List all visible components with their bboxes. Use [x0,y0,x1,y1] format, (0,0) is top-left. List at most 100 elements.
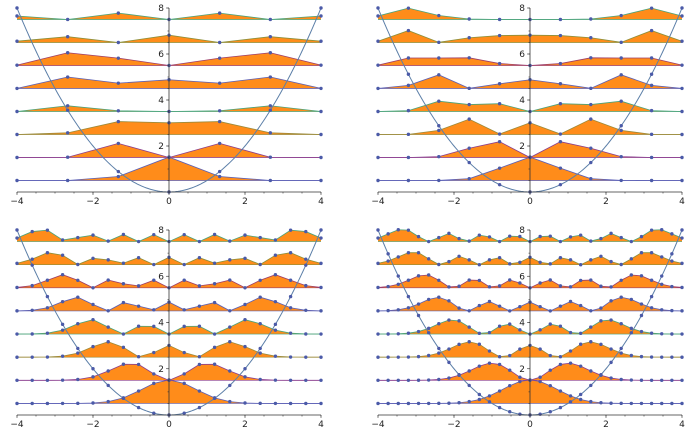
level-7-point [45,228,50,232]
level-3-point [319,109,323,114]
level-4-point [639,302,644,306]
level-7-point [437,13,441,18]
level-4-point [558,82,563,86]
level-5-point [497,284,502,288]
level-6-point [467,258,471,262]
level-2-point [508,353,512,358]
potential-point [319,228,323,232]
level-0-point [558,389,563,393]
level-5-point [467,278,471,282]
potential-point [437,346,441,351]
level-2-point [467,340,471,344]
y-tick-label: 4 [519,319,525,329]
level-3-point [457,319,461,323]
level-1-point [649,378,654,382]
level-2-point [319,132,323,137]
level-1-point [106,369,110,373]
level-2-point [212,345,217,350]
level-0-point [15,401,19,406]
level-6-point [228,258,232,262]
x-tick-label: 4 [318,197,324,207]
level-1-point [649,155,654,160]
level-3-point [508,322,512,326]
level-6-point [376,261,380,266]
level-7-point [660,228,664,232]
level-5-point [548,278,552,282]
level-1-point [406,378,411,382]
level-2-point [599,342,603,347]
level-3-point [273,328,278,332]
level-5-point [76,278,80,282]
level-2-point [629,353,634,358]
level-0-point [477,397,482,402]
level-7-point [599,236,603,241]
potential-point [599,373,603,377]
level-0-point [116,174,121,179]
potential-point [619,346,623,351]
level-2-point [497,355,502,359]
level-4-point [217,81,222,85]
level-6-point [116,40,121,45]
level-1-point [467,369,471,373]
potential-point [629,331,634,335]
level-3-point [548,322,552,326]
level-5-point [416,274,421,278]
level-4-point [406,83,411,88]
level-1-point [497,139,502,144]
level-2-point [136,355,141,359]
level-5-point [457,284,461,288]
potential-point [273,322,278,327]
level-0-point [467,399,471,404]
level-5-point [578,278,583,283]
level-6-point [268,34,273,39]
level-2-point [548,353,552,358]
level-6-point [15,39,19,43]
level-7-point [406,228,411,232]
level-1-point [319,378,323,383]
level-1-point [76,377,80,382]
potential-point [467,160,471,165]
level-4-point [487,299,492,304]
potential-point [680,228,684,232]
level-1-point [558,362,563,367]
level-4-point [45,306,50,310]
level-2-point [217,119,222,124]
level-3-point [45,331,50,335]
level-1-point [288,378,293,382]
level-3-point [76,322,80,326]
level-1-point [589,369,593,373]
level-4-point [30,308,34,313]
level-5-point [106,278,110,282]
level-5-point [182,278,186,282]
level-0-point [467,176,471,181]
level-2-point [477,342,482,346]
level-4-point [376,86,380,91]
level-5-point [406,56,411,60]
potential-point [589,160,593,165]
x-tick-label: 0 [166,420,172,430]
level-6-point [629,257,634,261]
level-6-point [288,250,293,255]
level-1-point [273,378,278,382]
potential-point [639,313,644,318]
level-1-point [116,141,121,146]
potential-point [447,360,451,365]
level-6-point [578,262,583,267]
level-3-point [65,104,70,108]
level-3-point [258,322,262,326]
x-tick-label: 2 [242,420,248,430]
level-6-point [319,39,323,43]
level-1-point [60,378,65,382]
level-1-point [243,375,247,379]
level-0-point [136,389,141,393]
level-5-point [258,278,262,282]
level-0-point [288,401,293,406]
level-5-point [116,56,121,60]
level-6-point [426,257,431,261]
level-7-point [680,14,684,18]
level-3-point [416,329,421,334]
potential-point [116,169,121,174]
level-4-point [589,309,593,313]
level-7-point [288,228,293,232]
level-5-point [121,282,126,286]
